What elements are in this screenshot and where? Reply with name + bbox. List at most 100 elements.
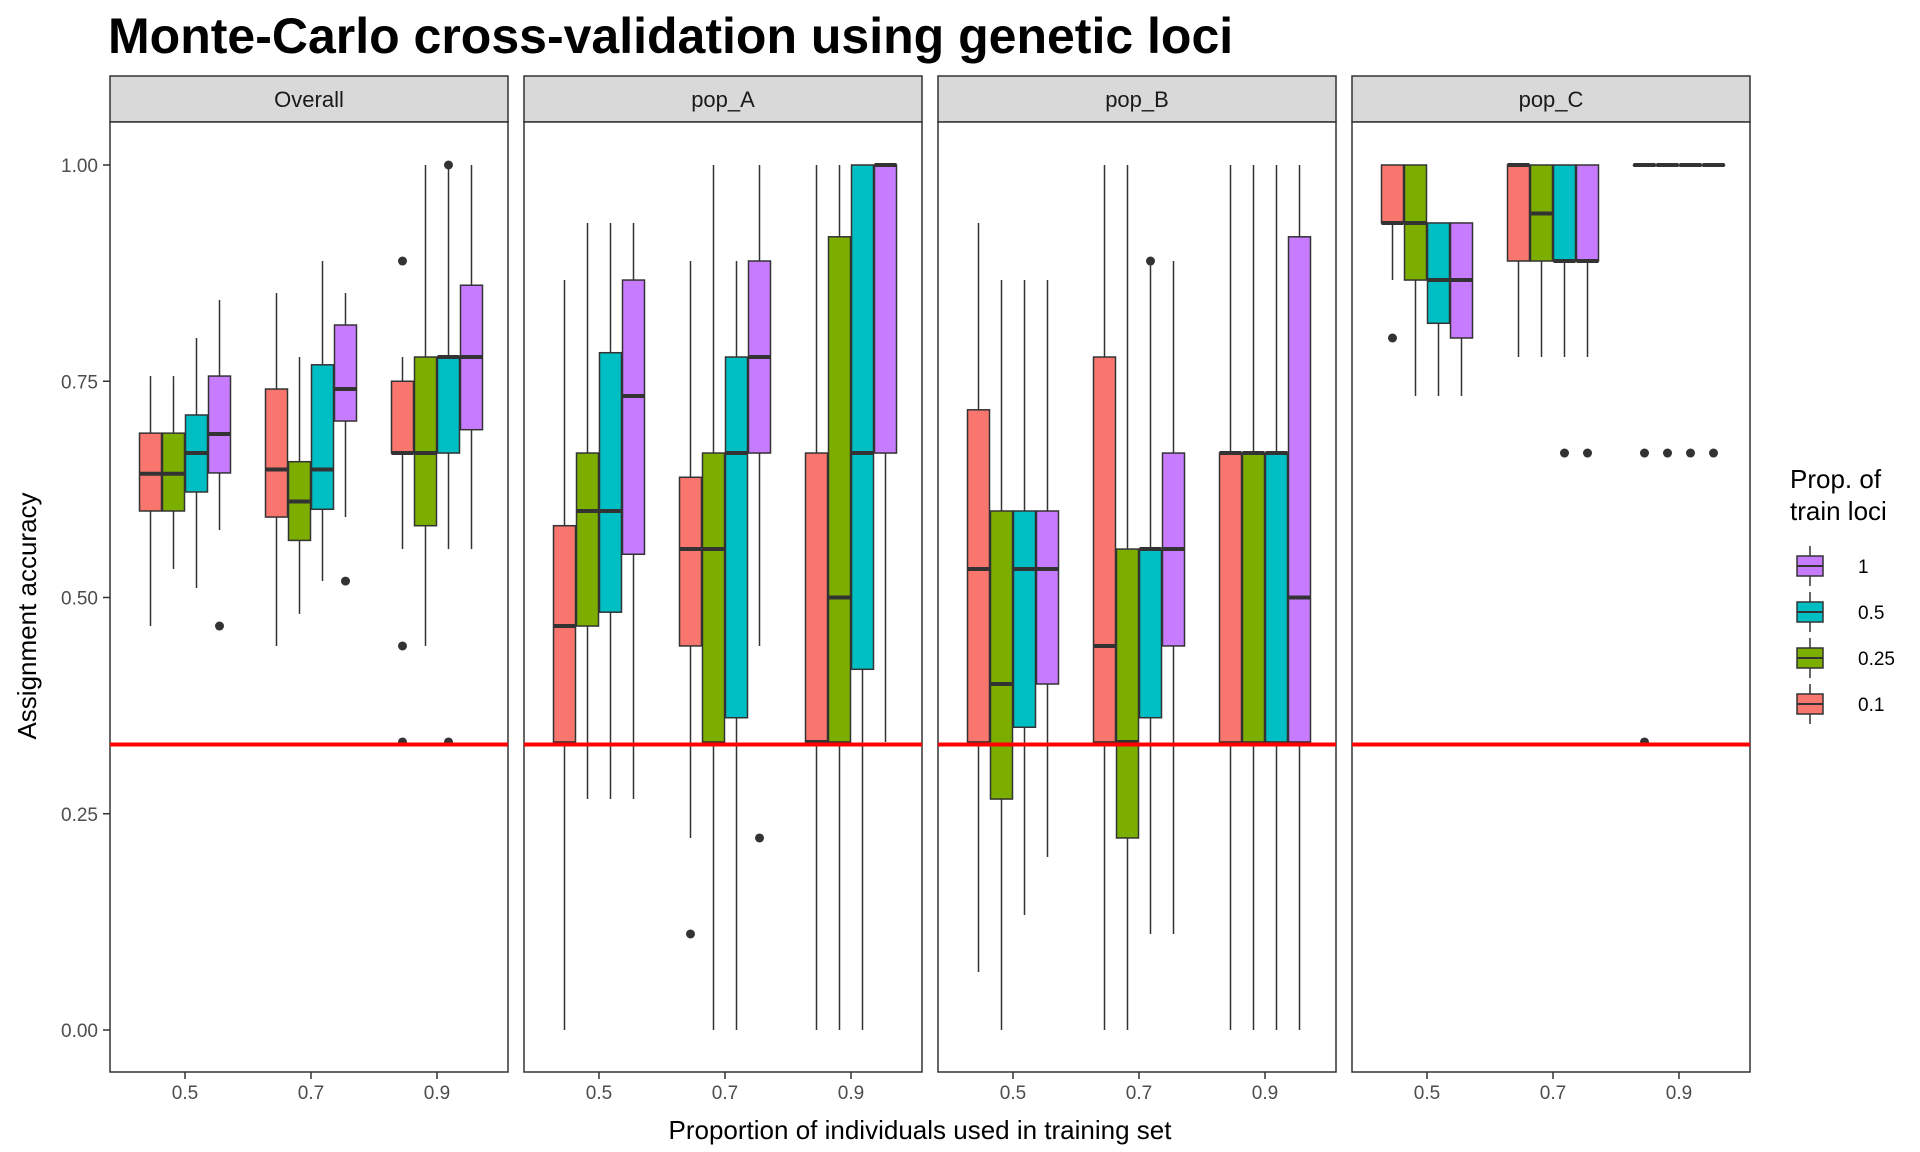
x-tick-label: 0.9 (838, 1083, 864, 1104)
box-Overall-0.7-1 (333, 293, 358, 586)
box-body (1264, 452, 1289, 743)
chart-title: Monte-Carlo cross-validation using genet… (108, 8, 1233, 64)
y-tick-label: 0.50 (61, 589, 98, 610)
box-body (310, 364, 335, 511)
outlier-point (1583, 448, 1592, 458)
box-body (390, 380, 415, 454)
facet-strip-label: pop_A (691, 87, 755, 112)
box-pop_A-0.5-0.25 (575, 222, 600, 800)
y-tick-label: 0.75 (61, 372, 98, 393)
box-pop_C-0.7-0.25 (1529, 164, 1554, 358)
box-pop_C-0.7-1 (1575, 164, 1600, 458)
box-pop_B-0.9-0.25 (1241, 165, 1266, 1030)
box-body (827, 236, 852, 743)
box-Overall-0.7-0.1 (264, 293, 289, 646)
box-pop_C-0.7-0.1 (1506, 163, 1531, 358)
outlier-point (1663, 448, 1672, 458)
box-pop_B-0.5-0.1 (966, 222, 991, 973)
box-body (1575, 164, 1600, 262)
facet-strip-label: pop_C (1519, 87, 1584, 112)
box-pop_A-0.7-0.1 (678, 261, 703, 939)
box-body (1218, 452, 1243, 743)
box-body (264, 388, 289, 518)
x-tick-label: 0.7 (712, 1083, 738, 1104)
legend-title: Prop. of (1790, 464, 1882, 494)
y-axis: 0.00 0.25 0.50 0.75 1.00 (61, 156, 110, 1042)
box-body (804, 452, 829, 743)
legend-label: 0.1 (1858, 695, 1884, 716)
legend-title: train loci (1790, 496, 1887, 526)
box-Overall-0.5-0.1 (138, 376, 163, 627)
y-tick-label: 0.25 (61, 805, 98, 826)
facet-strip-label: Overall (274, 87, 344, 112)
box-pop_B-0.9-1 (1287, 165, 1312, 1030)
x-tick-label: 0.7 (1126, 1083, 1152, 1104)
box-pop_A-0.5-0.5 (598, 222, 623, 800)
box-body (1552, 164, 1577, 262)
box-Overall-0.7-0.5 (310, 261, 335, 582)
box-pop_A-0.9-0.1 (804, 165, 829, 1030)
box-pop_A-0.7-0.25 (701, 165, 726, 1030)
x-tick-label: 0.5 (586, 1083, 612, 1104)
box-pop_B-0.7-1 (1161, 261, 1186, 934)
box-Overall-0.9-0.25 (413, 165, 438, 646)
box-body (436, 356, 461, 454)
box-body (850, 164, 875, 671)
box-pop_C-0.5-0.5 (1426, 222, 1451, 396)
facet-panel-pop_C: pop_C 0.5 0.7 0.9 (1351, 75, 1751, 1104)
box-body (1380, 164, 1405, 224)
facet-strip-label: pop_B (1105, 87, 1169, 112)
panel-frame (109, 121, 509, 1073)
outlier-point (1388, 333, 1397, 343)
box-pop_C-0.5-0.1 (1380, 164, 1405, 343)
facet-panel-pop_A: pop_A 0.5 0.7 0.9 (523, 75, 923, 1104)
box-body (966, 409, 991, 743)
box-pop_C-0.5-0.25 (1403, 164, 1428, 396)
x-tick-label: 0.7 (298, 1083, 324, 1104)
box-pop_B-0.7-0.1 (1092, 165, 1117, 1030)
outlier-point (686, 929, 695, 939)
box-Overall-0.9-0.5 (436, 160, 461, 747)
outlier-point (1686, 448, 1695, 458)
outlier-point (1640, 448, 1649, 458)
legend-label: 0.25 (1858, 649, 1895, 670)
outlier-point (398, 641, 407, 651)
box-pop_C-0.9-0.5 (1678, 163, 1703, 458)
outlier-point (215, 621, 224, 631)
x-tick-label: 0.5 (1414, 1083, 1440, 1104)
box-pop_B-0.5-0.25 (989, 280, 1014, 1030)
box-body (621, 279, 646, 555)
outlier-point (1709, 448, 1718, 458)
box-body (552, 524, 577, 743)
box-body (1138, 548, 1163, 719)
box-pop_C-0.9-0.25 (1655, 163, 1680, 458)
outlier-point (1560, 448, 1569, 458)
y-axis-title: Assignment accuracy (12, 492, 42, 739)
box-body (701, 452, 726, 743)
box-pop_A-0.9-0.25 (827, 165, 852, 1030)
box-body (598, 351, 623, 613)
x-tick-label: 0.9 (1666, 1083, 1692, 1104)
x-tick-label: 0.9 (1252, 1083, 1278, 1104)
box-pop_A-0.7-1 (747, 165, 772, 843)
box-body (207, 375, 232, 474)
x-tick-label: 0.5 (172, 1083, 198, 1104)
box-pop_A-0.9-0.5 (850, 164, 875, 1030)
box-body (333, 324, 358, 422)
facet-panel-pop_B: pop_B 0.5 0.7 0.9 (937, 75, 1337, 1104)
box-body (1426, 222, 1451, 325)
box-pop_B-0.9-0.5 (1264, 165, 1289, 1030)
box-body (873, 164, 898, 454)
box-pop_A-0.7-0.5 (724, 261, 749, 1030)
box-pop_C-0.9-0.1 (1632, 163, 1657, 747)
box-Overall-0.7-0.25 (287, 357, 312, 614)
outlier-point (341, 576, 350, 586)
outlier-point (398, 256, 407, 266)
facet-panels: Overall 0.5 0.7 0.9 pop_A 0.5 0.7 0.9 pop_B 0.5 0.… (109, 75, 1751, 1104)
box-pop_B-0.5-0.5 (1012, 280, 1037, 915)
box-body (1115, 548, 1140, 839)
x-tick-label: 0.7 (1540, 1083, 1566, 1104)
outlier-point (1146, 256, 1155, 266)
box-body (413, 356, 438, 527)
